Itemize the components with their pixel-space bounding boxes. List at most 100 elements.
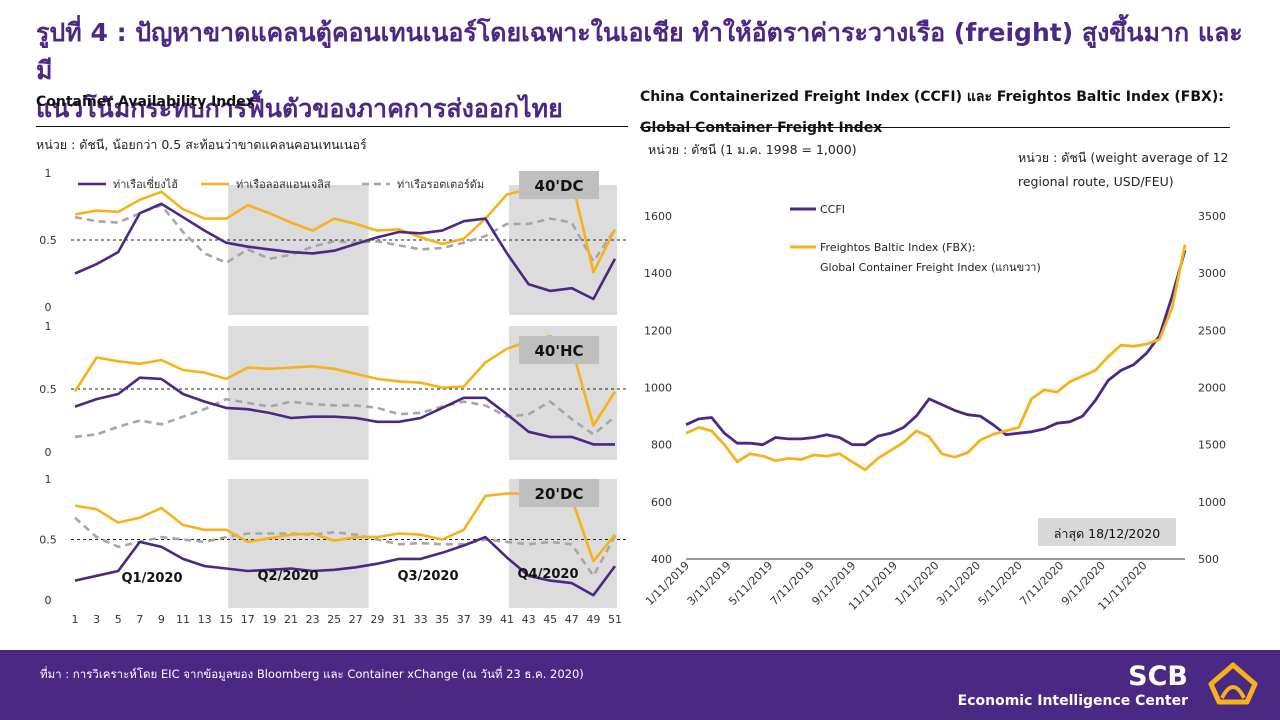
x-tick-label: 39 [478,613,492,626]
right-unit-right-line-1: หน่วย : ดัชนี (weight average of 12 [1018,150,1229,165]
x-tick-label: 3/11/2020 [934,559,983,608]
scb-logo-icon [1208,662,1258,705]
y-right-tick-label: 1500 [1198,439,1226,452]
x-tick-label: 1/11/2019 [643,559,692,608]
container-type-badge [519,336,599,364]
y-tick-label: 0.5 [39,383,57,396]
title-line-1: รูปที่ 4 : ปัญหาขาดแคลนตู้คอนเทนเนอร์โดย… [36,18,1243,85]
y-tick-label: 0.5 [39,534,57,547]
left-divider [36,126,628,127]
x-tick-label: 3 [93,613,100,626]
x-tick-label: 27 [349,613,363,626]
quarter-label: Q4/2020 [517,567,578,582]
y-tick-label: 0 [45,594,52,607]
y-right-tick-label: 2500 [1198,324,1226,337]
brand-subtitle: Economic Intelligence Center [957,693,1188,709]
x-tick-label: 5 [115,613,122,626]
series-line-shanghai [74,376,615,446]
y-tick-label: 0 [45,301,52,314]
y-tick-label: 0.5 [39,234,57,247]
y-right-tick-label: 3500 [1198,210,1226,223]
x-tick-label: 21 [284,613,298,626]
y-left-tick-label: 1200 [644,324,672,337]
footer-bar: ที่มา : การวิเคราะห์โดย EIC จากข้อมูลของ… [0,650,1280,720]
series-line-rotterdam [74,203,617,265]
latest-date-badge [1038,518,1176,546]
x-tick-label: 7/11/2020 [1017,559,1066,608]
right-chart-subtitle: China Containerized Freight Index (CCFI)… [640,82,1224,144]
quarter-label: Q3/2020 [397,569,458,584]
legend-label-ccfi: CCFI [820,203,845,216]
brand-name: SCB [1128,661,1188,692]
quarter-label: Q1/2020 [121,571,182,586]
x-tick-label: 5/11/2020 [976,559,1025,608]
series-line-rotterdam [74,516,617,578]
x-tick-label: 47 [565,613,579,626]
container-type-label: 40'DC [535,177,584,195]
x-tick-label: 1 [72,613,79,626]
left-unit-label: หน่วย : ดัชนี, น้อยกว่า 0.5 สะท้อนว่าขาด… [36,137,367,152]
x-tick-label: 33 [414,613,428,626]
y-left-tick-label: 600 [651,496,672,509]
series-line-ccfi [685,249,1187,447]
y-tick-label: 0 [45,446,52,459]
x-tick-label: 1/11/2020 [893,559,942,608]
x-tick-label: 49 [586,613,600,626]
source-note: ที่มา : การวิเคราะห์โดย EIC จากข้อมูลของ… [40,667,584,681]
title-line-2: แนวโน้มกระทบการฟื้นตัวของภาคการส่งออกไทย [36,94,563,123]
x-tick-label: 31 [392,613,406,626]
legend-label-los-angeles: ท่าเรือลอสแอนเจลิส [236,178,331,191]
y-tick-label: 1 [45,320,52,333]
right-unit-right-line-2: regional route, USD/FEU) [1018,174,1174,189]
shaded-period [509,185,617,315]
y-right-tick-label: 2000 [1198,382,1226,395]
y-right-tick-label: 500 [1198,553,1219,566]
y-left-tick-label: 400 [651,553,672,566]
series-line-shanghai [74,202,617,301]
x-tick-label: 19 [262,613,276,626]
y-left-tick-label: 1400 [644,267,672,280]
series-line-fbx [685,244,1187,472]
y-left-tick-label: 1000 [644,382,672,395]
right-unit-left: หน่วย : ดัชนี (1 ม.ค. 1998 = 1,000) [648,142,857,157]
container-type-label: 40'HC [534,342,583,360]
x-tick-label: 45 [543,613,557,626]
quarter-label: Q2/2020 [257,569,318,584]
y-left-tick-label: 1600 [644,210,672,223]
shaded-period [228,326,369,460]
slide-title: รูปที่ 4 : ปัญหาขาดแคลนตู้คอนเทนเนอร์โดย… [36,14,1246,128]
x-tick-label: 7/11/2019 [768,559,817,608]
x-tick-label: 9 [158,613,165,626]
y-right-tick-label: 1000 [1198,496,1226,509]
y-left-tick-label: 800 [651,439,672,452]
shaded-period [228,479,369,608]
x-tick-label: 25 [327,613,341,626]
series-line-rotterdam [74,397,616,439]
x-tick-label: 29 [370,613,384,626]
x-tick-label: 23 [306,613,320,626]
x-tick-label: 3/11/2019 [685,559,734,608]
x-tick-label: 7 [136,613,143,626]
y-right-tick-label: 3000 [1198,267,1226,280]
brand-block: SCB Economic Intelligence Center [958,662,1188,710]
legend-label-fbx: Freightos Baltic Index (FBX): Global Cont… [820,241,1041,274]
right-subtitle-line-1: China Containerized Freight Index (CCFI)… [640,89,1224,105]
container-type-label: 20'DC [535,485,584,503]
right-unit-right: หน่วย : ดัชนี (weight average of 12 regi… [1018,146,1228,194]
x-tick-label: 5/11/2019 [726,559,775,608]
container-type-badge [519,171,599,199]
x-tick-label: 17 [241,613,255,626]
container-type-badge [519,479,599,507]
x-tick-label: 51 [608,613,622,626]
latest-date-label: ล่าสุด 18/12/2020 [1054,526,1160,542]
right-divider [640,127,1230,128]
legend-label-shanghai: ท่าเรือเซี่ยงไฮ้ [113,176,178,191]
x-tick-label: 15 [219,613,233,626]
x-tick-label: 37 [457,613,471,626]
legend-label-fbx-line-2: Global Container Freight Index (แกนขวา) [820,261,1041,274]
x-tick-label: 35 [435,613,449,626]
legend-label-fbx-line-1: Freightos Baltic Index (FBX): [820,241,976,254]
y-tick-label: 1 [45,167,52,180]
